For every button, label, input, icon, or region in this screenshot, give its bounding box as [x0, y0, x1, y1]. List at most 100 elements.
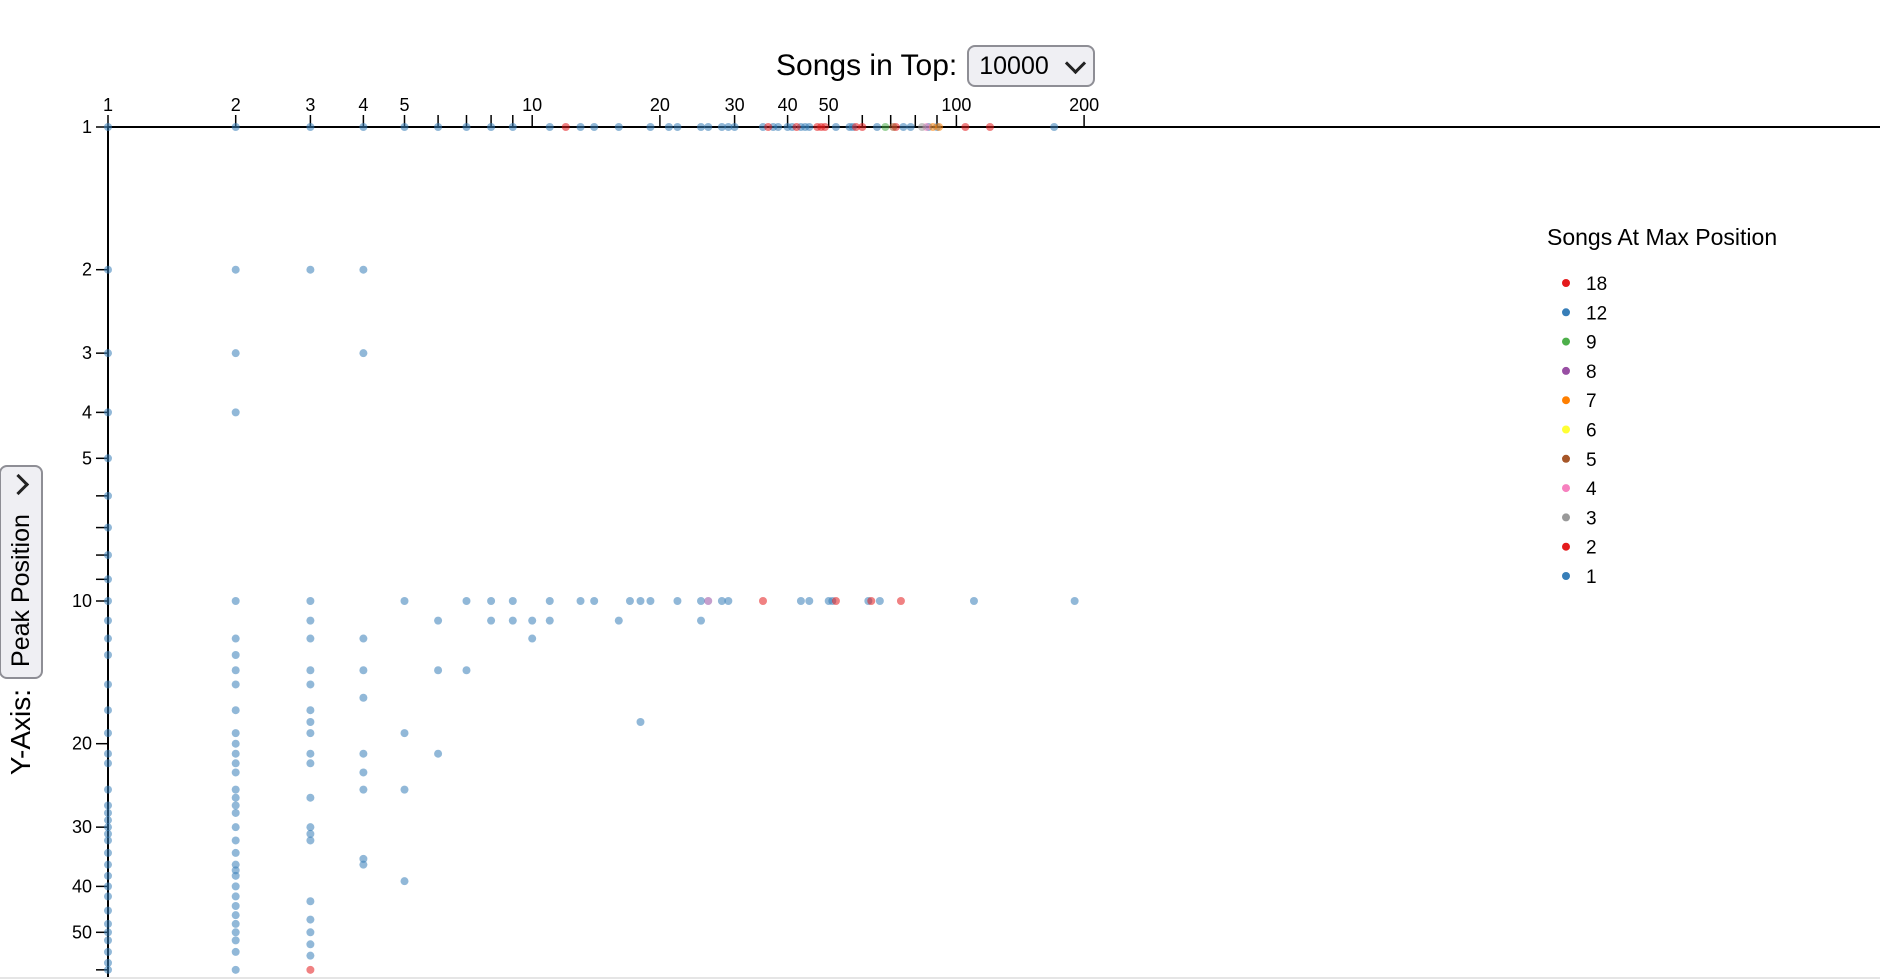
data-point-group-1[interactable]	[231, 871, 240, 880]
data-point-group-1[interactable]	[104, 785, 112, 794]
data-point-group-1[interactable]	[1050, 123, 1059, 131]
data-point-group-1[interactable]	[724, 597, 733, 605]
data-point-group-1[interactable]	[231, 801, 240, 810]
data-point-group-1[interactable]	[231, 882, 240, 891]
data-point-group-2[interactable]	[985, 123, 994, 131]
data-point-group-2[interactable]	[831, 597, 840, 605]
data-point-group-1[interactable]	[614, 616, 623, 625]
data-point-group-1[interactable]	[231, 965, 240, 974]
data-point-group-1[interactable]	[104, 523, 112, 532]
data-point-group-1[interactable]	[359, 860, 368, 869]
data-point-group-1[interactable]	[1070, 597, 1079, 605]
data-point-group-1[interactable]	[231, 597, 240, 605]
data-point-group-1[interactable]	[104, 871, 112, 880]
data-point-group-1[interactable]	[969, 597, 978, 605]
data-point-group-1[interactable]	[104, 919, 112, 928]
data-point-group-1[interactable]	[231, 634, 240, 643]
data-point-group-1[interactable]	[462, 666, 471, 675]
data-point-group-7[interactable]	[928, 123, 937, 131]
data-point-group-1[interactable]	[359, 265, 368, 274]
data-point-group-1[interactable]	[231, 848, 240, 857]
data-point-group-1[interactable]	[104, 575, 112, 584]
data-point-group-1[interactable]	[673, 123, 682, 131]
data-point-group-2[interactable]	[758, 597, 767, 605]
data-point-group-2[interactable]	[306, 965, 315, 974]
data-point-group-1[interactable]	[104, 651, 112, 660]
data-point-group-1[interactable]	[231, 928, 240, 937]
data-point-group-1[interactable]	[805, 123, 814, 131]
data-point-group-1[interactable]	[359, 854, 368, 863]
data-point-group-1[interactable]	[231, 349, 240, 358]
data-point-group-2[interactable]	[961, 123, 970, 131]
data-point-group-1[interactable]	[704, 123, 713, 131]
data-point-group-1[interactable]	[646, 597, 655, 605]
data-point-group-1[interactable]	[231, 749, 240, 758]
data-point-group-1[interactable]	[487, 597, 496, 605]
data-point-group-1[interactable]	[231, 265, 240, 274]
data-point-group-1[interactable]	[664, 123, 673, 131]
data-point-group-1[interactable]	[104, 408, 112, 417]
data-point-group-1[interactable]	[104, 759, 112, 768]
data-point-group-1[interactable]	[104, 906, 112, 915]
data-point-group-1[interactable]	[796, 597, 805, 605]
data-point-group-1[interactable]	[104, 597, 112, 605]
data-point-group-2[interactable]	[858, 123, 867, 131]
data-point-group-1[interactable]	[576, 597, 585, 605]
data-point-group-1[interactable]	[104, 265, 112, 274]
data-point-group-1[interactable]	[306, 729, 315, 738]
data-point-group-1[interactable]	[831, 123, 840, 131]
data-point-group-1[interactable]	[400, 785, 409, 794]
data-point-group-2[interactable]	[792, 123, 801, 131]
data-point-group-1[interactable]	[306, 666, 315, 675]
data-point-group-1[interactable]	[104, 706, 112, 715]
data-point-group-1[interactable]	[462, 123, 471, 131]
data-point-group-1[interactable]	[306, 951, 315, 960]
data-point-group-2[interactable]	[852, 123, 861, 131]
data-point-group-1[interactable]	[673, 597, 682, 605]
data-point-group-1[interactable]	[306, 823, 315, 832]
data-point-group-1[interactable]	[646, 123, 655, 131]
data-point-group-1[interactable]	[873, 123, 882, 131]
data-point-group-1[interactable]	[231, 759, 240, 768]
data-point-group-1[interactable]	[306, 836, 315, 845]
data-point-group-2[interactable]	[896, 597, 905, 605]
data-point-group-1[interactable]	[462, 597, 471, 605]
data-point-group-1[interactable]	[508, 123, 517, 131]
data-point-group-1[interactable]	[306, 123, 315, 131]
data-point-group-1[interactable]	[528, 616, 537, 625]
data-point-group-1[interactable]	[231, 666, 240, 675]
data-point-group-1[interactable]	[400, 877, 409, 886]
data-point-group-1[interactable]	[359, 666, 368, 675]
data-point-group-1[interactable]	[104, 947, 112, 956]
data-point-group-1[interactable]	[306, 680, 315, 689]
data-point-group-1[interactable]	[231, 651, 240, 660]
data-point-group-1[interactable]	[306, 759, 315, 768]
data-point-group-1[interactable]	[724, 123, 733, 131]
data-point-group-1[interactable]	[306, 915, 315, 924]
data-point-group-1[interactable]	[508, 597, 517, 605]
songs-in-top-select[interactable]: 10000	[967, 45, 1096, 87]
data-point-group-1[interactable]	[104, 882, 112, 891]
data-point-group-1[interactable]	[231, 836, 240, 845]
data-point-group-3[interactable]	[918, 123, 927, 131]
data-point-group-1[interactable]	[614, 123, 623, 131]
data-point-group-1[interactable]	[545, 597, 554, 605]
data-point-group-1[interactable]	[104, 829, 112, 838]
data-point-group-1[interactable]	[697, 597, 706, 605]
data-point-group-1[interactable]	[359, 349, 368, 358]
data-point-group-1[interactable]	[231, 901, 240, 910]
data-point-group-1[interactable]	[434, 123, 443, 131]
data-point-group-1[interactable]	[104, 823, 112, 832]
data-point-group-1[interactable]	[231, 408, 240, 417]
data-point-group-1[interactable]	[104, 936, 112, 945]
data-point-group-1[interactable]	[231, 860, 240, 869]
data-point-group-1[interactable]	[434, 749, 443, 758]
data-point-group-1[interactable]	[697, 616, 706, 625]
data-point-group-8[interactable]	[704, 597, 713, 605]
data-point-group-1[interactable]	[231, 785, 240, 794]
data-point-group-1[interactable]	[231, 680, 240, 689]
data-point-group-1[interactable]	[545, 123, 554, 131]
data-point-group-1[interactable]	[104, 749, 112, 758]
data-point-group-1[interactable]	[625, 597, 634, 605]
data-point-group-1[interactable]	[104, 634, 112, 643]
